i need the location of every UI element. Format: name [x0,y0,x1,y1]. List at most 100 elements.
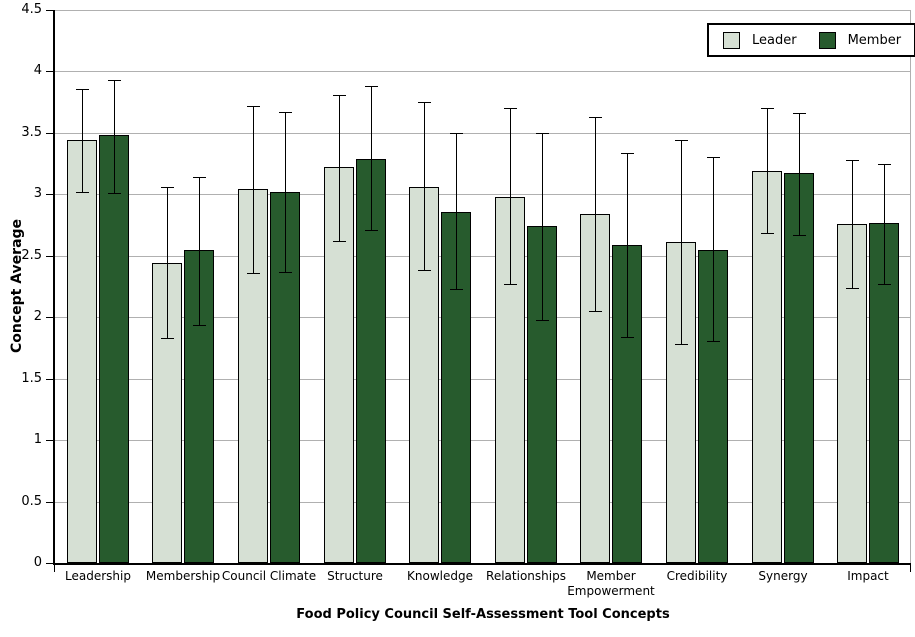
error-bar-cap-bottom [76,192,89,193]
legend-item-leader: Leader [723,31,797,49]
error-bar-cap-top [621,153,634,154]
error-bar-line [799,113,800,236]
x-category-label: Council Climate [221,569,317,583]
error-bar-cap-bottom [333,241,346,242]
x-category-label: Synergy [758,569,808,583]
error-bar-cap-top [536,133,549,134]
gridline [55,440,911,441]
error-bar-line [424,102,425,271]
error-bar-line [681,140,682,345]
x-category-label: Knowledge [407,569,473,583]
y-tick-label: 2 [33,309,42,324]
y-tick-label: 1.5 [21,371,42,386]
bar-member [99,135,129,563]
x-axis-tick [910,565,911,572]
leader-swatch-icon [723,31,740,49]
y-tick-label: 3.5 [21,125,42,140]
x-category-label: Structure [327,569,383,583]
error-bar-cap-top [193,177,206,178]
error-bar-cap-top [279,112,292,113]
y-tick-label: 2.5 [21,248,42,263]
legend: Leader Member [707,23,915,57]
y-axis-tick [46,563,53,564]
y-axis-tick [46,133,53,134]
error-bar-line [627,153,628,338]
y-axis-tick [46,10,53,11]
error-bar-line [82,89,83,193]
gridline [55,194,911,195]
x-axis-tick [54,565,55,572]
error-bar-cap-bottom [793,235,806,236]
y-tick-label: 4 [33,63,42,78]
bar-leader [67,140,97,563]
error-bar-cap-bottom [193,325,206,326]
error-bar-line [595,117,596,312]
error-bar-line [167,187,168,339]
y-tick-label: 4.5 [21,2,42,17]
error-bar-cap-bottom [621,337,634,338]
error-bar-cap-top [247,106,260,107]
bar-leader [152,263,182,563]
gridline [55,133,911,134]
error-bar-line [884,164,885,285]
error-bar-cap-bottom [247,273,260,274]
error-bar-line [510,108,511,285]
error-bar-cap-bottom [675,344,688,345]
y-tick-label: 0 [33,555,42,570]
error-bar-cap-bottom [450,289,463,290]
error-bar-cap-bottom [589,311,602,312]
x-category-label: Relationships [486,569,566,583]
y-axis-title: Concept Average [9,218,25,354]
error-bar-cap-bottom [707,341,720,342]
gridline [55,10,911,11]
error-bar-cap-top [761,108,774,109]
error-bar-line [767,108,768,234]
error-bar-cap-bottom [108,193,121,194]
bar-leader [752,171,782,563]
gridline [55,71,911,72]
gridline [55,502,911,503]
error-bar-cap-bottom [365,230,378,231]
error-bar-line [339,95,340,242]
error-bar-cap-top [707,157,720,158]
error-bar-line [852,160,853,289]
error-bar-cap-top [675,140,688,141]
error-bar-cap-top [333,95,346,96]
gridline [55,379,911,380]
bar-member [784,173,814,563]
x-axis-title: Food Policy Council Self-Assessment Tool… [296,607,670,622]
x-category-label: Credibility [666,569,728,583]
error-bar-line [371,86,372,231]
error-bar-cap-bottom [878,284,891,285]
plot-right-border [910,10,911,563]
error-bar-cap-top [450,133,463,134]
y-axis-tick [46,440,53,441]
error-bar-cap-top [846,160,859,161]
error-bar-cap-top [793,113,806,114]
error-bar-cap-top [161,187,174,188]
error-bar-line [542,133,543,321]
legend-item-member: Member [818,31,902,49]
x-category-label: Leadership [65,569,131,583]
error-bar-line [713,157,714,342]
error-bar-cap-top [878,164,891,165]
error-bar-cap-top [108,80,121,81]
error-bar-line [456,133,457,290]
y-tick-label: 0.5 [21,494,42,509]
legend-label: Leader [752,32,797,48]
error-bar-cap-top [589,117,602,118]
error-bar-cap-top [365,86,378,87]
error-bar-cap-top [504,108,517,109]
y-axis-tick [46,71,53,72]
x-axis-line [53,563,911,565]
error-bar-cap-bottom [504,284,517,285]
y-axis-tick [46,317,53,318]
gridline [55,256,911,257]
y-tick-label: 3 [33,186,42,201]
error-bar-cap-top [418,102,431,103]
error-bar-cap-bottom [279,272,292,273]
y-axis-tick [46,379,53,380]
legend-label: Member [847,32,902,48]
error-bar-cap-bottom [536,320,549,321]
